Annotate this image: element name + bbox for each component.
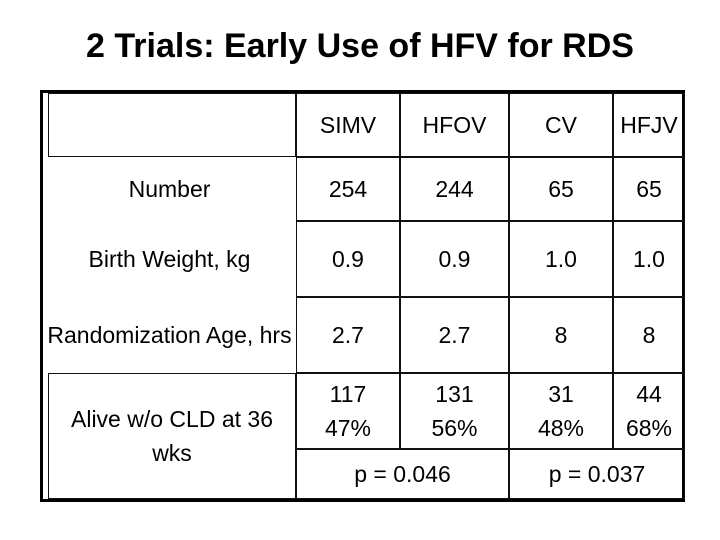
cell-birth-weight-simv: 0.9	[296, 221, 400, 297]
cell-birth-weight-hfjv: 1.0	[613, 221, 685, 297]
cell-number-simv: 254	[296, 157, 400, 221]
cell-alive-simv: 117 47%	[296, 373, 400, 449]
empty-header-cell	[48, 93, 296, 157]
cell-number-cv: 65	[509, 157, 613, 221]
column-header-cv: CV	[509, 93, 613, 157]
cell-randomization-age-cv: 8	[509, 297, 613, 373]
column-header-hfov: HFOV	[400, 93, 509, 157]
column-header-hfjv: HFJV	[613, 93, 685, 157]
p-value-cv-vs-hfjv: p = 0.037	[509, 449, 685, 499]
column-header-simv: SIMV	[296, 93, 400, 157]
row-label-alive-without-cld: Alive w/o CLD at 36 wks	[48, 373, 296, 499]
cell-number-hfjv: 65	[613, 157, 685, 221]
cell-birth-weight-hfov: 0.9	[400, 221, 509, 297]
p-value-simv-vs-hfov: p = 0.046	[296, 449, 509, 499]
cell-randomization-age-hfjv: 8	[613, 297, 685, 373]
cell-alive-hfov: 131 56%	[400, 373, 509, 449]
cell-alive-hfjv: 44 68%	[613, 373, 685, 449]
row-label-randomization-age: Randomization Age, hrs	[47, 322, 292, 348]
slide-title: 2 Trials: Early Use of HFV for RDS	[86, 27, 634, 65]
cell-randomization-age-hfov: 2.7	[400, 297, 509, 373]
results-table: SIMV HFOV CV HFJV Number 254 244 65 65 B…	[40, 90, 685, 502]
row-label-birth-weight: Birth Weight, kg	[88, 246, 251, 272]
cell-number-hfov: 244	[400, 157, 509, 221]
cell-birth-weight-cv: 1.0	[509, 221, 613, 297]
cell-alive-cv: 31 48%	[509, 373, 613, 449]
row-label-number: Number	[128, 176, 211, 202]
cell-randomization-age-simv: 2.7	[296, 297, 400, 373]
